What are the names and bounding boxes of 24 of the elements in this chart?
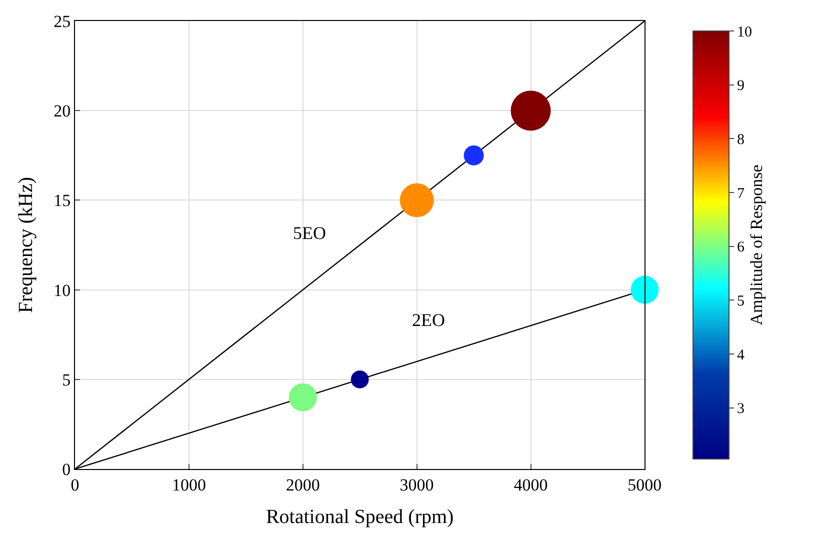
x-tick-label: 1000 [172, 475, 206, 494]
x-tick-label: 2000 [286, 475, 320, 494]
y-tick-label: 25 [54, 12, 71, 31]
color-bar-label: 4 [737, 347, 745, 364]
color-bar-label: 3 [737, 401, 744, 418]
color-bar-title: Amplitude of Response [747, 164, 766, 326]
y-tick-label: 20 [54, 102, 71, 121]
y-axis-title: Frequency (kHz) [15, 176, 38, 314]
color-bar-label: 10 [737, 24, 752, 40]
color-bar-label: 6 [737, 240, 745, 256]
y-tick-label: 10 [54, 280, 71, 300]
y-tick-label: 5 [62, 370, 71, 390]
y-tick-label: 0 [62, 460, 71, 479]
x-tick-label: 4000 [514, 475, 548, 494]
y-tick-label: 15 [54, 191, 71, 210]
color-bar-label: 8 [737, 132, 744, 148]
x-axis-title: Rotational Speed (rpm) [266, 506, 454, 528]
color-bar-label: 7 [737, 186, 745, 202]
x-tick-label: 5000 [628, 475, 662, 494]
series-label: 5EO [293, 223, 326, 243]
x-tick-label: 3000 [400, 475, 434, 494]
color-bar-label: 5 [737, 293, 744, 310]
color-bar-label: 9 [737, 78, 744, 94]
series-label: 2EO [412, 310, 445, 330]
